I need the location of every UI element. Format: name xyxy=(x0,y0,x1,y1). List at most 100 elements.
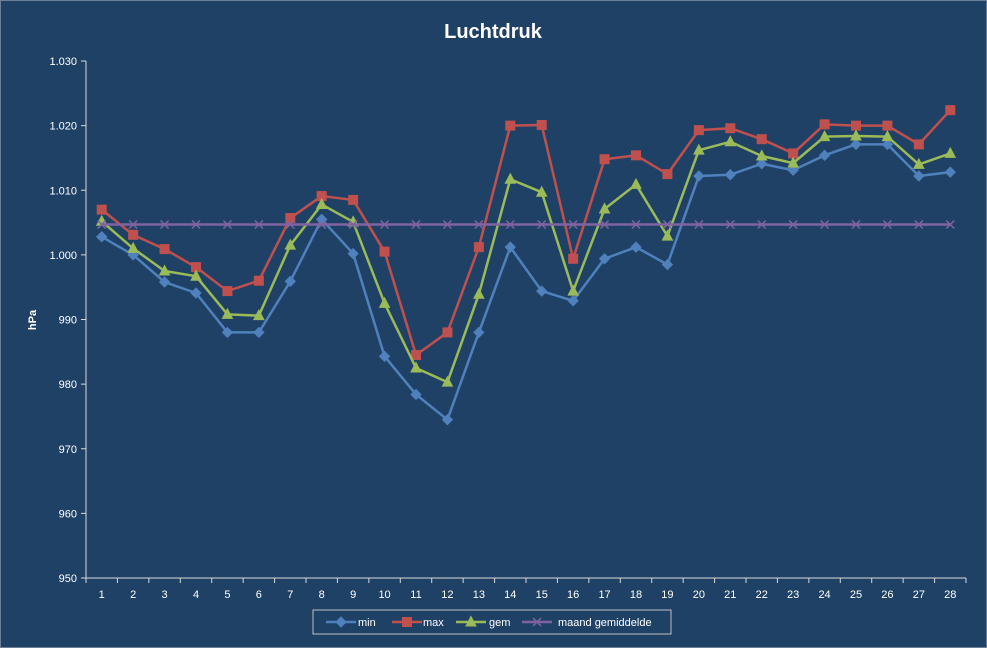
data-point xyxy=(253,326,265,339)
legend-marker xyxy=(532,617,542,627)
data-point xyxy=(756,158,768,170)
series-line xyxy=(100,109,952,357)
data-point xyxy=(567,295,579,307)
data-point xyxy=(630,177,642,189)
legend-marker xyxy=(465,615,477,627)
data-point xyxy=(473,326,485,339)
x-tick-label: 12 xyxy=(441,589,453,601)
data-point xyxy=(724,135,737,147)
data-point xyxy=(441,413,454,426)
data-point xyxy=(755,149,768,161)
data-point xyxy=(787,156,799,168)
data-point xyxy=(410,388,422,401)
data-point xyxy=(473,242,484,253)
data-point xyxy=(158,264,171,276)
data-point xyxy=(128,229,139,240)
data-point xyxy=(598,253,611,265)
data-point xyxy=(253,309,265,321)
data-point xyxy=(568,219,578,230)
series-line xyxy=(100,134,951,384)
data-point xyxy=(661,258,674,271)
data-point xyxy=(913,139,924,150)
data-point xyxy=(504,172,517,184)
data-point xyxy=(818,130,831,142)
data-point xyxy=(851,120,861,131)
x-tick-label: 21 xyxy=(724,589,736,601)
data-point xyxy=(222,219,232,230)
data-point xyxy=(411,350,421,361)
data-point xyxy=(820,219,830,230)
data-point xyxy=(882,120,893,131)
data-point xyxy=(881,130,894,142)
x-tick-label: 15 xyxy=(536,589,548,601)
data-point xyxy=(568,253,579,264)
data-point xyxy=(128,219,138,230)
y-tick-label: 970 xyxy=(59,444,77,456)
data-point xyxy=(442,327,453,338)
series-max xyxy=(96,105,956,361)
data-point xyxy=(819,119,830,130)
data-point xyxy=(567,284,579,296)
x-tick-label: 10 xyxy=(378,589,390,601)
data-point xyxy=(190,269,202,281)
legend-item: maand gemiddelde xyxy=(522,617,652,629)
data-point xyxy=(96,204,107,215)
data-point xyxy=(725,219,735,230)
data-point xyxy=(284,238,297,250)
data-point xyxy=(505,219,515,230)
data-point xyxy=(850,138,862,151)
data-point xyxy=(882,219,892,230)
data-point xyxy=(662,169,673,180)
x-tick-label: 9 xyxy=(350,589,356,601)
data-point xyxy=(851,219,861,230)
data-point xyxy=(914,219,924,230)
series-group xyxy=(95,105,957,426)
data-point xyxy=(944,166,956,178)
data-point xyxy=(160,219,170,230)
legend-label: maand gemiddelde xyxy=(558,617,652,629)
series-line xyxy=(101,143,951,421)
data-point xyxy=(599,154,610,165)
series-min xyxy=(96,138,956,426)
data-point xyxy=(818,149,831,162)
y-tick-label: 1.000 xyxy=(49,250,77,262)
data-point xyxy=(347,247,359,260)
data-point xyxy=(630,241,642,253)
legend-item: max xyxy=(392,617,444,629)
x-tick-label: 3 xyxy=(162,589,168,601)
legend-label: max xyxy=(423,617,444,629)
data-point xyxy=(505,120,516,131)
data-point xyxy=(724,169,736,181)
data-point xyxy=(127,241,139,253)
data-point xyxy=(190,287,202,299)
data-point xyxy=(535,185,548,197)
data-point xyxy=(881,138,894,151)
data-point xyxy=(191,219,201,230)
data-point xyxy=(285,213,296,224)
x-tick-label: 1 xyxy=(99,589,105,601)
x-tick-label: 13 xyxy=(473,589,485,601)
data-point xyxy=(96,231,108,243)
legend-box xyxy=(312,609,672,635)
data-point xyxy=(536,285,548,297)
legend-item: min xyxy=(326,616,376,629)
data-point xyxy=(380,219,390,230)
x-tick-label: 6 xyxy=(256,589,262,601)
data-point xyxy=(379,246,390,257)
legend-label: min xyxy=(358,617,376,629)
data-point xyxy=(284,275,296,288)
data-point xyxy=(441,375,454,387)
data-point xyxy=(694,219,704,230)
x-tick-label: 27 xyxy=(913,589,925,601)
data-point xyxy=(944,146,957,158)
data-point xyxy=(693,125,704,136)
data-point xyxy=(631,219,641,230)
x-tick-label: 22 xyxy=(756,589,768,601)
y-axis-label: hPa xyxy=(27,309,39,330)
data-point xyxy=(725,123,736,134)
x-ticks: 1 2 3 4 5 6 7 8 9 10 11 12 13 14 15 16 17 18 19 20 21 22 23 24 2… xyxy=(85,578,967,601)
y-tick-label: 1.010 xyxy=(49,185,77,197)
data-point xyxy=(158,276,171,288)
